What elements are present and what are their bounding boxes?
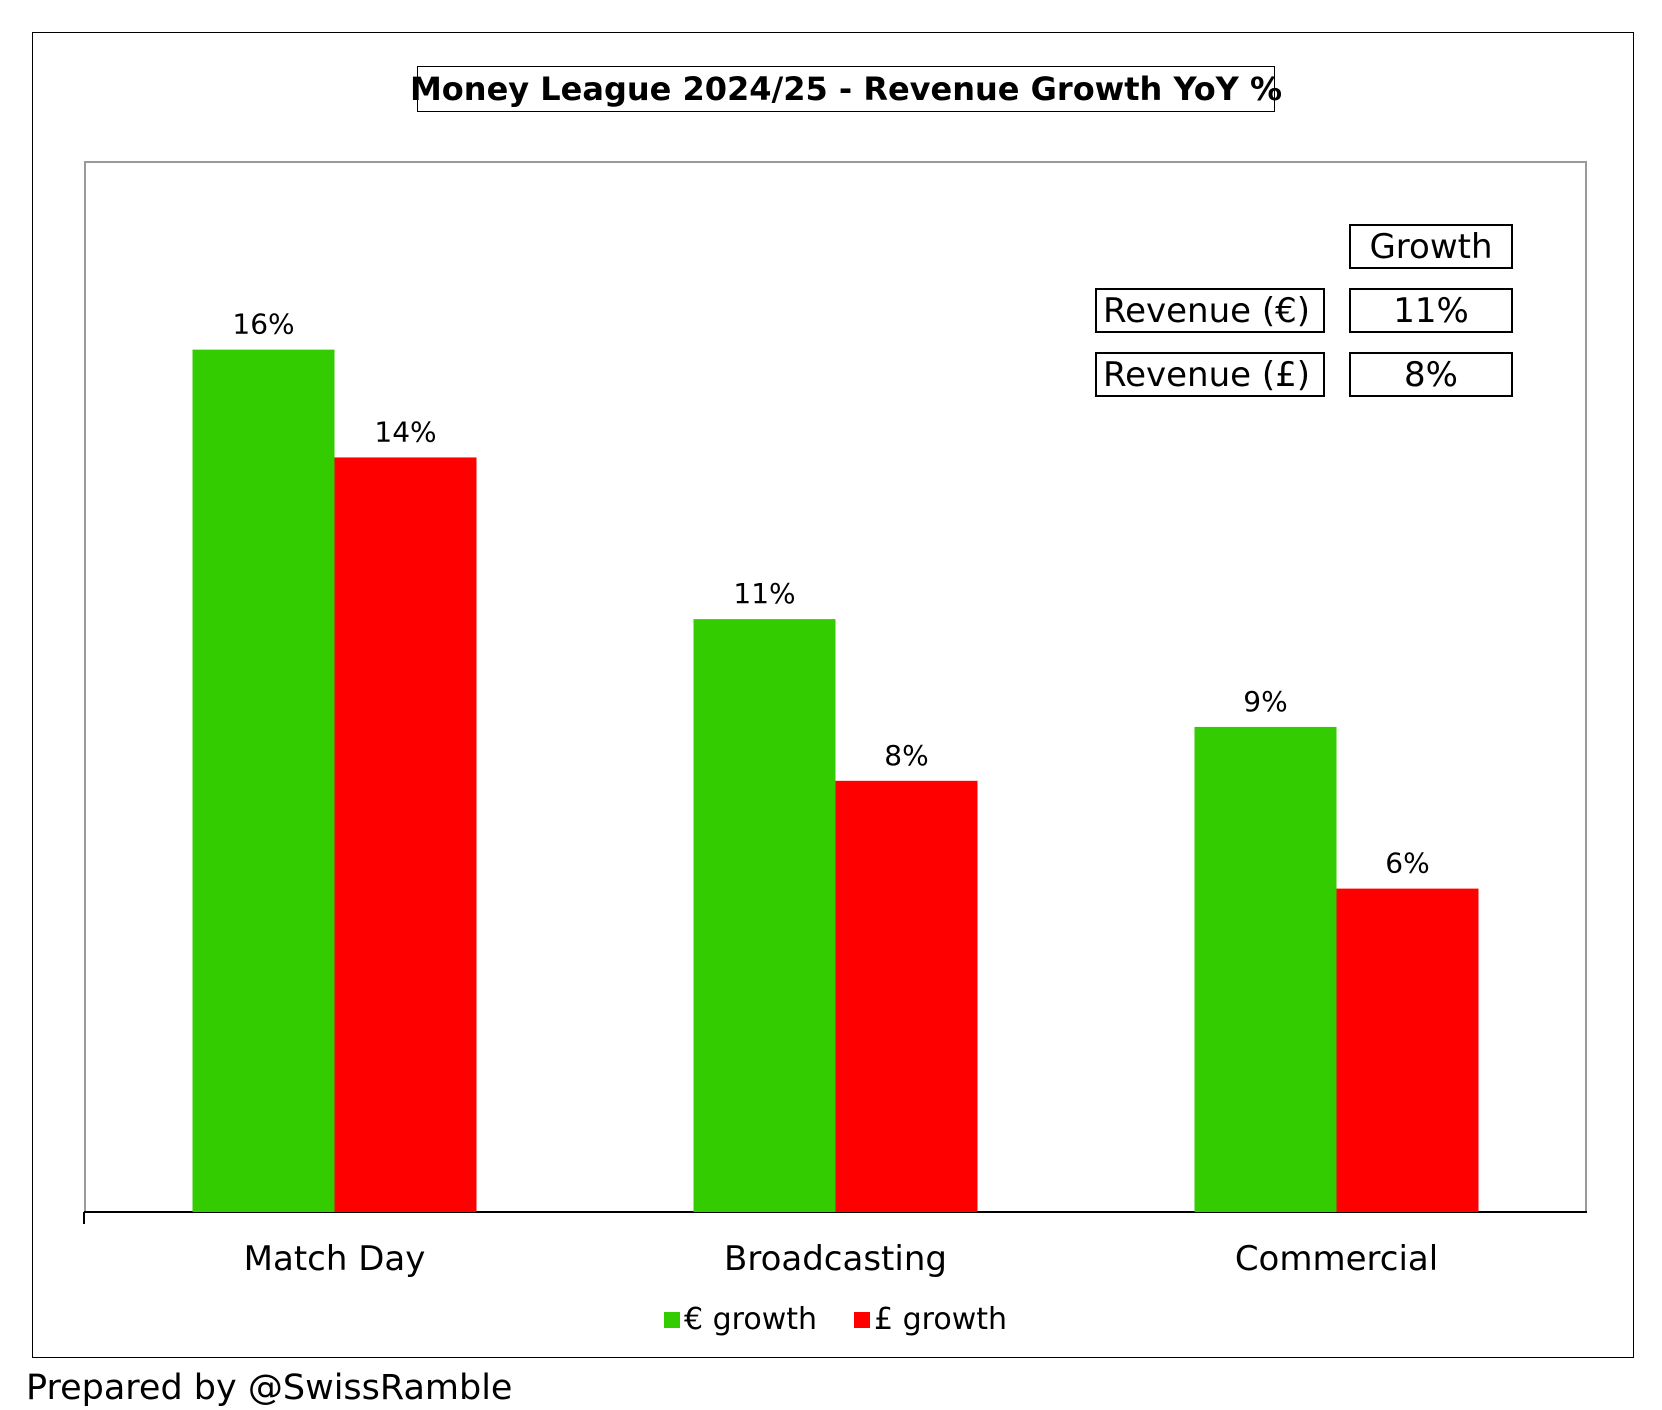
data-label: 14%	[374, 415, 436, 448]
bar-match-day-eur	[192, 349, 335, 1213]
summary-row-value-eur: 11%	[1349, 288, 1513, 333]
summary-row-label-gbp: Revenue (£)	[1095, 352, 1325, 397]
data-label: 6%	[1385, 847, 1429, 880]
x-tick-label: Match Day	[244, 1239, 426, 1279]
bar-broadcasting-eur	[693, 619, 836, 1212]
bar-broadcasting-gbp	[835, 780, 978, 1212]
x-tick-label: Commercial	[1235, 1239, 1438, 1279]
chart-title: Money League 2024/25 - Revenue Growth Yo…	[410, 66, 1282, 112]
x-tick-label: Broadcasting	[724, 1239, 947, 1279]
legend-swatch-gbp	[854, 1312, 870, 1328]
bar-commercial-eur	[1194, 726, 1337, 1212]
summary-row-label-eur: Revenue (€)	[1095, 288, 1325, 333]
bar-match-day-gbp	[334, 457, 477, 1212]
summary-header-growth: Growth	[1349, 224, 1513, 269]
credit-text: Prepared by @SwissRamble	[26, 1368, 513, 1408]
summary-row-value-gbp: 8%	[1349, 352, 1513, 397]
legend-label-eur: € growth	[684, 1302, 818, 1337]
legend-swatch-eur	[664, 1312, 680, 1328]
chart-frame	[32, 32, 1634, 1358]
bar-commercial-gbp	[1336, 888, 1479, 1212]
legend: € growth £ growth	[0, 1302, 1662, 1338]
data-label: 16%	[232, 308, 294, 341]
data-label: 11%	[733, 577, 795, 610]
legend-label-gbp: £ growth	[874, 1302, 1008, 1337]
data-label: 8%	[884, 739, 928, 772]
data-label: 9%	[1243, 685, 1287, 718]
